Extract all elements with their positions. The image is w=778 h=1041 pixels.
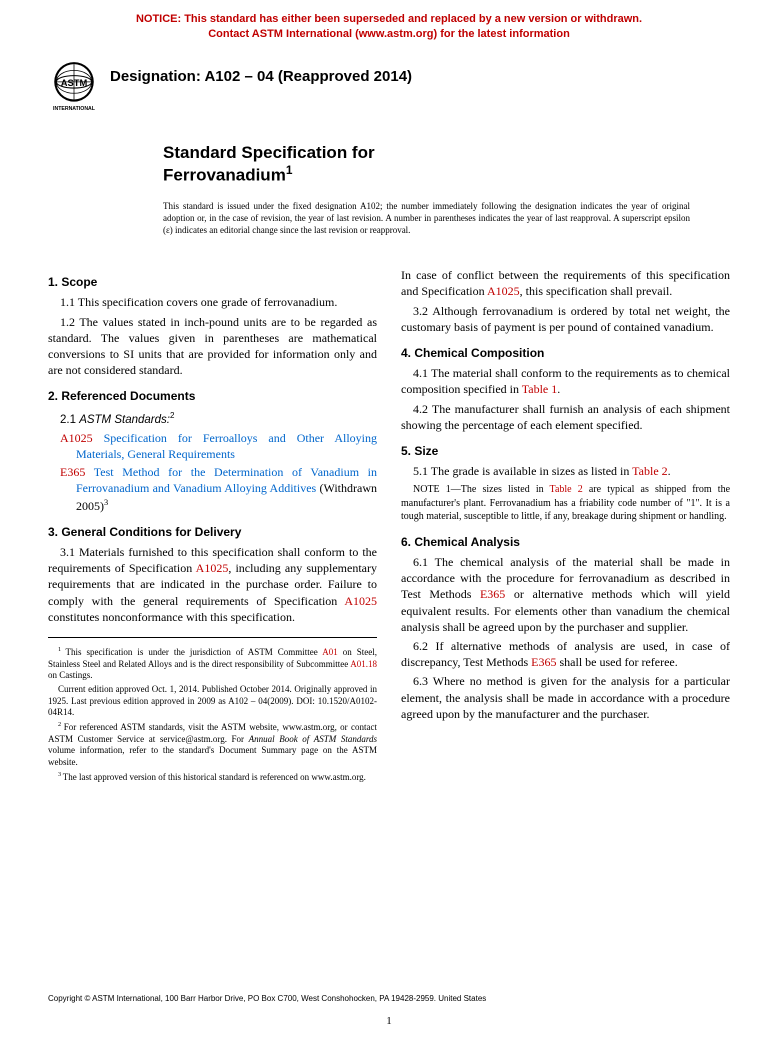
size-head: 5. Size [401, 443, 730, 459]
delivery-3-1-cont: In case of conflict between the requirem… [401, 267, 730, 299]
header: ASTM INTERNATIONAL Designation: A102 – 0… [48, 60, 730, 112]
title-line2: Ferrovanadium [163, 166, 286, 185]
ref-e365: E365 Test Method for the Determination o… [60, 464, 377, 514]
footnote-2: 2 For referenced ASTM standards, visit t… [48, 721, 377, 769]
page-number: 1 [0, 1015, 778, 1027]
footnote-3: 3 The last approved version of this hist… [48, 771, 377, 784]
footnote-1: 1 This specification is under the jurisd… [48, 646, 377, 682]
footnote-1b: Current edition approved Oct. 1, 2014. P… [48, 684, 377, 719]
copyright: Copyright © ASTM International, 100 Barr… [48, 994, 486, 1003]
left-column: 1. Scope 1.1 This specification covers o… [48, 264, 377, 785]
chemanalysis-6-2: 6.2 If alternative methods of analysis a… [401, 638, 730, 670]
chemcomp-4-1: 4.1 The material shall conform to the re… [401, 365, 730, 397]
title-sup: 1 [286, 163, 293, 177]
chemanalysis-head: 6. Chemical Analysis [401, 534, 730, 550]
size-5-1: 5.1 The grade is available in sizes as l… [401, 463, 730, 479]
ref-a1025-text: Specification for Ferroalloys and Other … [76, 431, 377, 461]
size-note-1: NOTE 1—The sizes listed in Table 2 are t… [401, 483, 730, 524]
ref-a1025-code[interactable]: A1025 [60, 431, 93, 445]
notice-banner: NOTICE: This standard has either been su… [48, 12, 730, 42]
footnotes: 1 This specification is under the jurisd… [48, 637, 377, 784]
issuance-note: This standard is issued under the fixed … [163, 200, 690, 236]
notice-line1: NOTICE: This standard has either been su… [136, 13, 642, 25]
scope-1-1: 1.1 This specification covers one grade … [48, 294, 377, 310]
chemanalysis-6-1: 6.1 The chemical analysis of the materia… [401, 554, 730, 635]
title-line1: Standard Specification for [163, 143, 375, 162]
body-columns: 1. Scope 1.1 This specification covers o… [48, 264, 730, 785]
designation-label: Designation: A102 – 04 (Reapproved 2014) [110, 68, 412, 85]
ref-e365-code[interactable]: E365 [60, 465, 85, 479]
scope-head: 1. Scope [48, 274, 377, 290]
delivery-3-2: 3.2 Although ferrovanadium is ordered by… [401, 303, 730, 335]
title-block: Standard Specification for Ferrovanadium… [163, 142, 730, 186]
chemcomp-4-2: 4.2 The manufacturer shall furnish an an… [401, 401, 730, 433]
chemcomp-head: 4. Chemical Composition [401, 345, 730, 361]
delivery-3-1: 3.1 Materials furnished to this specific… [48, 544, 377, 625]
ref-a1025: A1025 Specification for Ferroalloys and … [60, 430, 377, 462]
chemanalysis-6-3: 6.3 Where no method is given for the ana… [401, 673, 730, 722]
delivery-head: 3. General Conditions for Delivery [48, 524, 377, 540]
svg-text:ASTM: ASTM [61, 78, 88, 88]
astm-logo: ASTM INTERNATIONAL [48, 60, 100, 112]
svg-text:INTERNATIONAL: INTERNATIONAL [53, 106, 96, 112]
notice-line2: Contact ASTM International (www.astm.org… [208, 28, 570, 40]
right-column: In case of conflict between the requirem… [401, 264, 730, 785]
scope-1-2: 1.2 The values stated in inch-pound unit… [48, 314, 377, 379]
refdocs-head: 2. Referenced Documents [48, 388, 377, 404]
refdocs-2-1: 2.1 ASTM Standards:2 [48, 411, 377, 428]
